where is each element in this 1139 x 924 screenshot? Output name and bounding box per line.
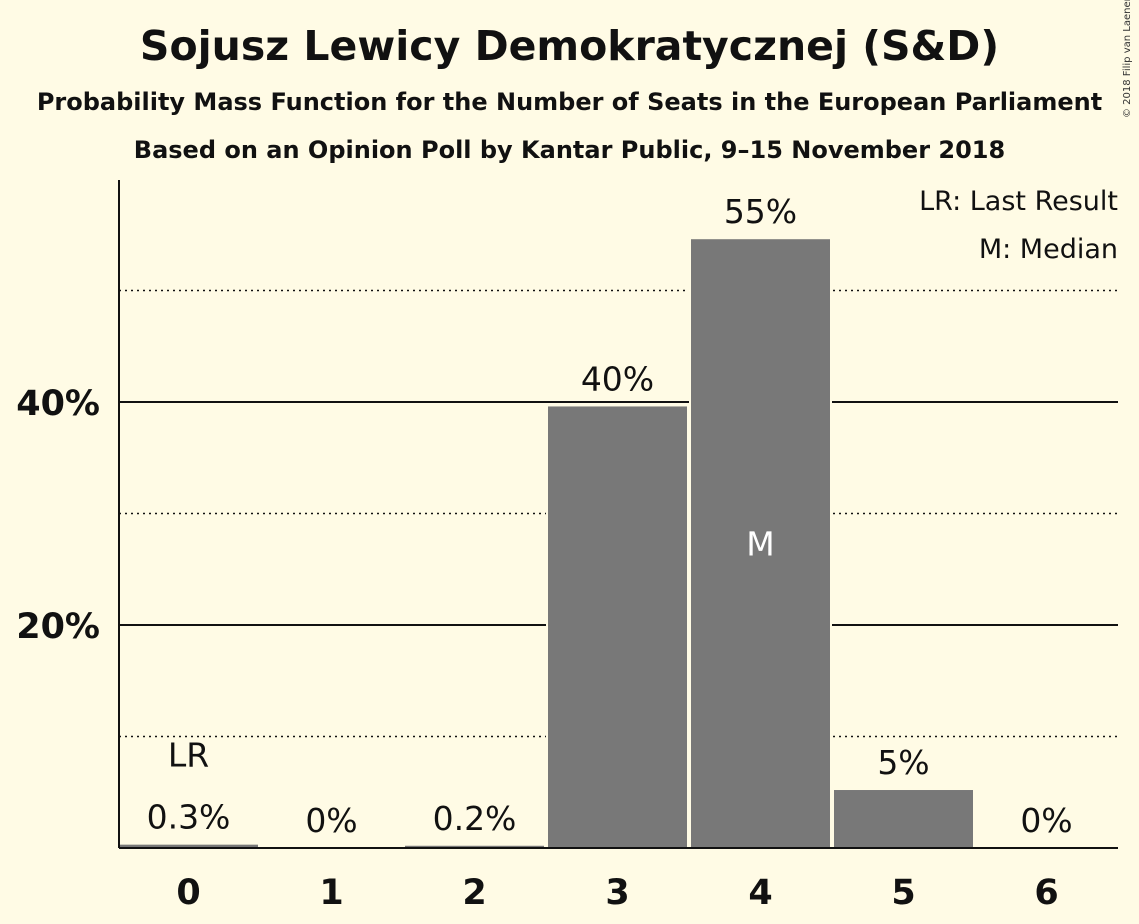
- data-labels: 0.3% 0% 0.2% 40% 55% 5% 0% M LR: [147, 192, 1073, 840]
- data-label-4: 55%: [724, 192, 797, 231]
- data-label-0: 0.3%: [147, 798, 231, 837]
- chart-subtitle: Probability Mass Function for the Number…: [36, 88, 1103, 116]
- y-tick-label-40: 40%: [16, 384, 100, 424]
- axes: 20% 40% 0 1 2 3 4 5 6: [16, 180, 1118, 913]
- data-label-6: 0%: [1020, 801, 1072, 840]
- bar-0: [119, 844, 258, 848]
- median-marker: M: [746, 525, 774, 564]
- bar-3: [548, 406, 687, 848]
- x-tick-label-0: 0: [176, 873, 200, 913]
- data-label-2: 0.2%: [433, 799, 517, 838]
- chart-title: Sojusz Lewicy Demokratycznej (S&D): [139, 22, 1000, 70]
- legend: LR: Last Result M: Median: [919, 186, 1118, 265]
- x-tick-label-1: 1: [319, 873, 343, 913]
- y-tick-label-20: 20%: [16, 607, 100, 647]
- x-tick-label-5: 5: [891, 873, 915, 913]
- x-tick-label-4: 4: [748, 873, 772, 913]
- bar-5: [834, 790, 973, 848]
- legend-entry-0: LR: Last Result: [919, 186, 1118, 217]
- last-result-marker: LR: [168, 736, 209, 775]
- bars: [119, 237, 1116, 848]
- data-label-5: 5%: [877, 743, 929, 782]
- x-tick-label-2: 2: [462, 873, 486, 913]
- x-tick-label-3: 3: [605, 873, 629, 913]
- bar-2: [405, 845, 544, 848]
- legend-entry-1: M: Median: [979, 234, 1118, 265]
- chart-subtitle-source: Based on an Opinion Poll by Kantar Publi…: [133, 136, 1006, 164]
- bar-4: [691, 239, 830, 848]
- data-label-3: 40%: [581, 359, 654, 398]
- data-label-1: 0%: [305, 801, 357, 840]
- x-tick-label-6: 6: [1034, 873, 1058, 913]
